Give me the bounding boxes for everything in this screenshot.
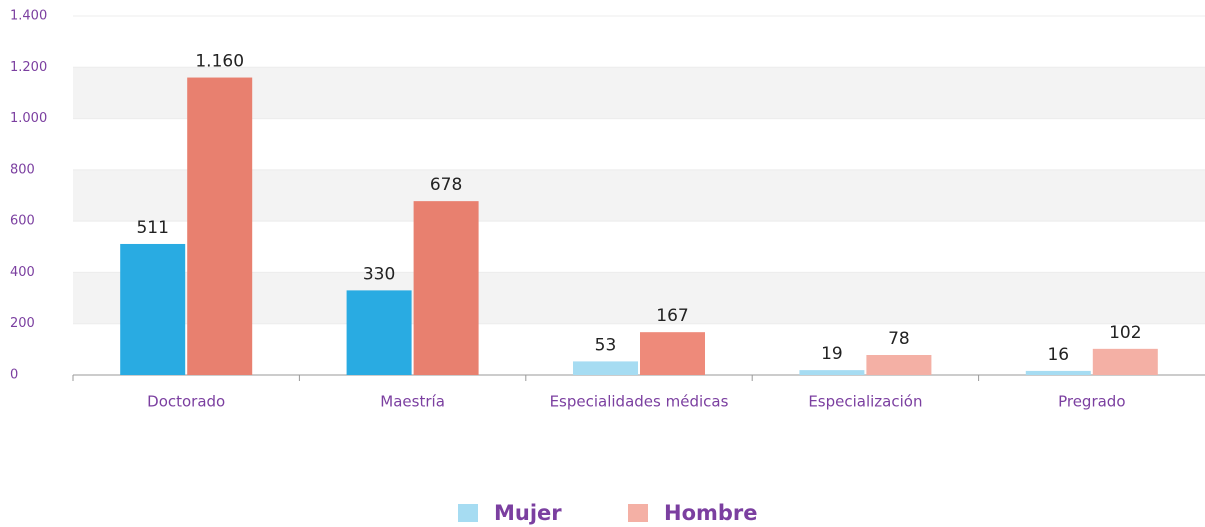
bar — [413, 201, 479, 375]
value-label: 511 — [136, 218, 168, 238]
y-tick-label: 0 — [10, 368, 18, 383]
legend-label: Mujer — [494, 501, 562, 525]
value-label: 167 — [656, 306, 688, 326]
bar — [1092, 348, 1158, 375]
legend-swatch — [458, 504, 478, 522]
x-tick-label: Doctorado — [147, 393, 225, 411]
grid-stripe — [73, 169, 1205, 222]
bar — [187, 77, 253, 376]
y-tick-label: 600 — [10, 214, 35, 229]
value-label: 19 — [821, 344, 843, 364]
x-tick-label: Especialidades médicas — [550, 393, 729, 411]
bar — [120, 243, 186, 375]
value-label: 330 — [363, 264, 395, 284]
x-tick-label: Especialización — [808, 393, 922, 411]
y-tick-label: 1.200 — [10, 60, 47, 75]
legend-label: Hombre — [664, 501, 758, 525]
grid-stripe — [73, 272, 1205, 324]
y-tick-label: 400 — [10, 265, 35, 280]
y-tick-label: 1.000 — [10, 111, 47, 126]
y-tick-label: 1.400 — [10, 9, 47, 24]
value-label: 678 — [430, 175, 462, 195]
legend-swatch — [628, 504, 648, 522]
value-label: 53 — [595, 335, 617, 355]
y-tick-label: 800 — [10, 162, 35, 177]
y-tick-label: 200 — [10, 316, 35, 331]
value-label: 102 — [1109, 323, 1141, 343]
x-tick-label: Maestría — [380, 393, 445, 411]
value-label: 78 — [888, 329, 910, 349]
bar — [1025, 370, 1091, 375]
bar — [640, 332, 705, 375]
value-label: 16 — [1047, 345, 1069, 365]
bar — [866, 354, 932, 375]
x-tick-label: Pregrado — [1058, 393, 1125, 411]
bar — [799, 370, 865, 375]
bar — [573, 361, 638, 375]
bar — [346, 290, 412, 375]
grid-stripe — [73, 67, 1205, 119]
value-label: 1.160 — [195, 52, 244, 72]
